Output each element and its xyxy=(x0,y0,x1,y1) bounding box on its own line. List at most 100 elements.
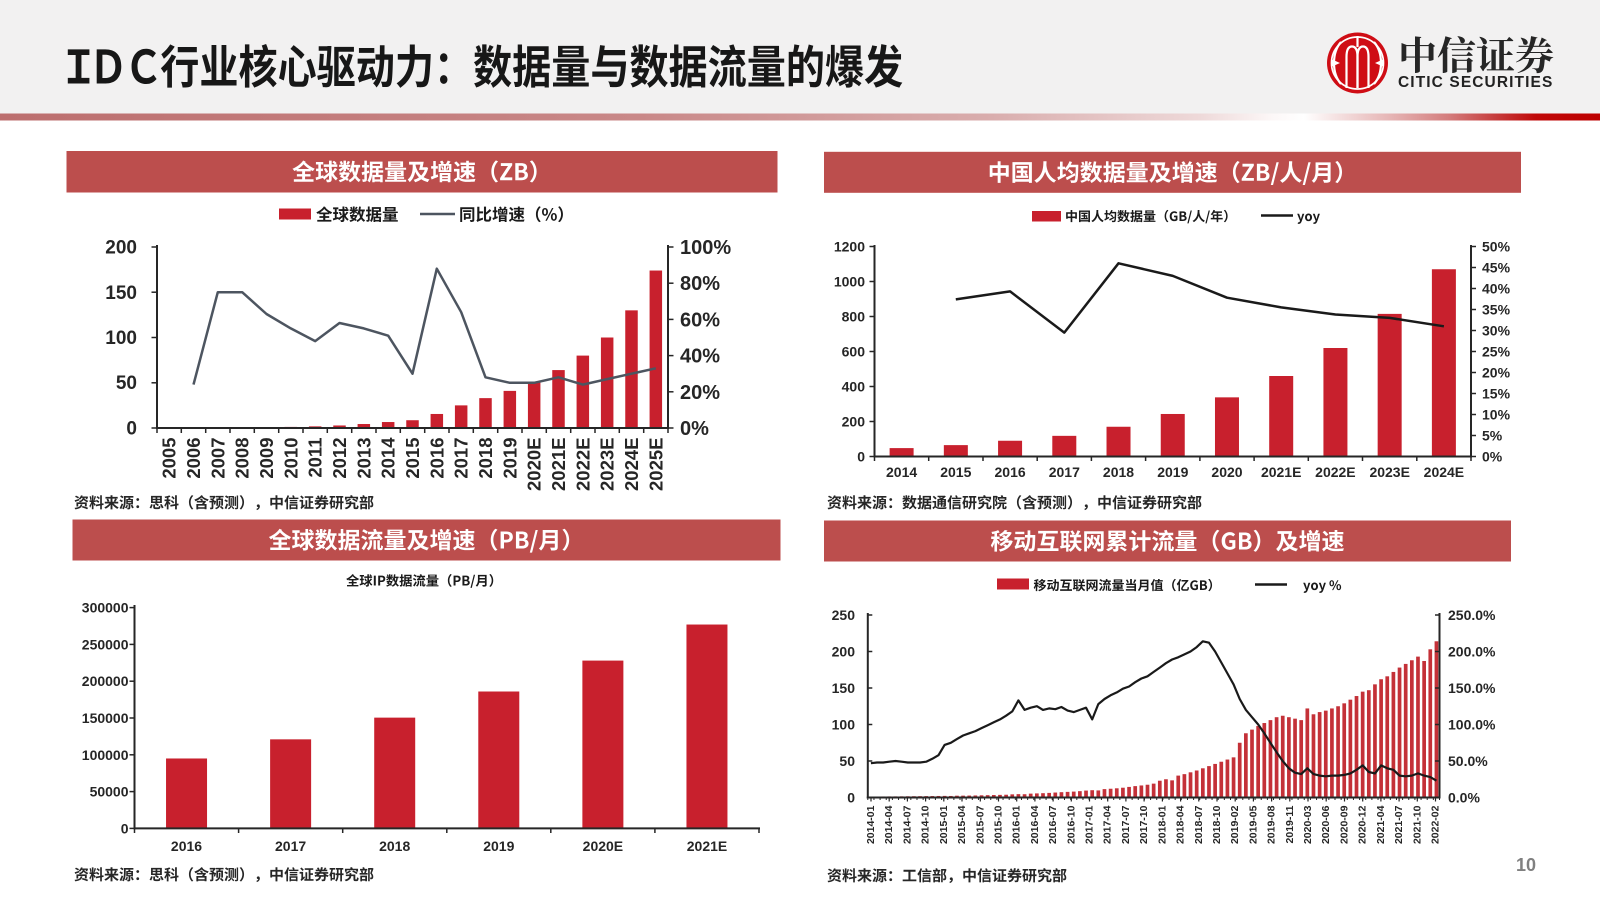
svg-text:2009: 2009 xyxy=(256,438,277,479)
svg-text:400: 400 xyxy=(842,379,866,395)
svg-text:2019: 2019 xyxy=(1157,464,1188,480)
svg-text:2019-05: 2019-05 xyxy=(1247,805,1259,844)
svg-text:2015: 2015 xyxy=(402,438,423,479)
svg-text:2020E: 2020E xyxy=(524,438,545,492)
svg-text:100000: 100000 xyxy=(82,747,129,763)
svg-text:30%: 30% xyxy=(1482,323,1511,339)
svg-text:2016-01: 2016-01 xyxy=(1011,805,1023,844)
svg-text:2022E: 2022E xyxy=(1315,464,1355,480)
svg-text:2016: 2016 xyxy=(171,838,202,854)
svg-text:2015: 2015 xyxy=(940,464,971,480)
svg-text:10%: 10% xyxy=(1482,407,1511,423)
svg-text:2018: 2018 xyxy=(475,438,496,479)
svg-text:2019-02: 2019-02 xyxy=(1229,805,1241,844)
svg-text:2019: 2019 xyxy=(499,438,520,479)
svg-text:2017-01: 2017-01 xyxy=(1084,805,1096,844)
svg-text:2016: 2016 xyxy=(995,464,1026,480)
svg-text:2020-12: 2020-12 xyxy=(1357,805,1369,844)
svg-text:2021E: 2021E xyxy=(1261,464,1301,480)
svg-text:250000: 250000 xyxy=(82,636,129,652)
svg-text:2008: 2008 xyxy=(232,438,253,479)
svg-text:0: 0 xyxy=(857,449,865,465)
svg-text:2022E: 2022E xyxy=(572,438,593,492)
svg-text:2024E: 2024E xyxy=(621,438,642,492)
svg-text:80%: 80% xyxy=(680,273,720,295)
svg-text:200000: 200000 xyxy=(82,673,129,689)
svg-text:0: 0 xyxy=(126,419,137,440)
svg-text:0.0%: 0.0% xyxy=(1448,790,1480,806)
svg-text:2016-10: 2016-10 xyxy=(1065,805,1077,844)
svg-text:100: 100 xyxy=(832,717,856,733)
svg-text:50: 50 xyxy=(839,753,855,769)
svg-text:45%: 45% xyxy=(1482,260,1511,276)
svg-text:2014-01: 2014-01 xyxy=(865,805,877,844)
svg-text:0: 0 xyxy=(121,820,129,836)
svg-text:2014: 2014 xyxy=(886,464,917,480)
svg-text:250.0%: 250.0% xyxy=(1448,607,1496,623)
svg-text:200: 200 xyxy=(105,238,137,259)
svg-text:2023E: 2023E xyxy=(597,438,618,492)
svg-text:2010: 2010 xyxy=(280,438,301,479)
svg-text:2019-11: 2019-11 xyxy=(1284,805,1296,843)
svg-text:800: 800 xyxy=(842,309,866,325)
svg-text:2018-10: 2018-10 xyxy=(1211,805,1223,844)
svg-text:2015-07: 2015-07 xyxy=(974,805,986,844)
svg-text:600: 600 xyxy=(842,344,866,360)
svg-text:2019-08: 2019-08 xyxy=(1266,805,1278,844)
svg-text:2020-06: 2020-06 xyxy=(1320,805,1332,844)
svg-text:250: 250 xyxy=(832,607,856,623)
svg-text:2005: 2005 xyxy=(159,438,180,479)
svg-text:15%: 15% xyxy=(1482,386,1511,402)
svg-text:2015-01: 2015-01 xyxy=(938,805,950,844)
svg-text:2021-04: 2021-04 xyxy=(1375,805,1387,844)
svg-text:2025E: 2025E xyxy=(645,438,666,492)
svg-text:2019: 2019 xyxy=(483,838,514,854)
svg-text:40%: 40% xyxy=(680,346,720,368)
svg-text:2017: 2017 xyxy=(275,838,306,854)
svg-text:2006: 2006 xyxy=(183,438,204,479)
svg-text:50%: 50% xyxy=(1482,239,1511,255)
svg-text:2011: 2011 xyxy=(305,438,326,478)
svg-text:2020: 2020 xyxy=(1211,464,1242,480)
svg-text:50000: 50000 xyxy=(90,784,129,800)
svg-text:200: 200 xyxy=(842,414,866,430)
svg-text:1000: 1000 xyxy=(834,274,865,290)
svg-text:50.0%: 50.0% xyxy=(1448,753,1488,769)
svg-text:200.0%: 200.0% xyxy=(1448,644,1496,660)
svg-text:100.0%: 100.0% xyxy=(1448,717,1496,733)
svg-text:2018: 2018 xyxy=(379,838,410,854)
svg-text:100: 100 xyxy=(105,328,137,349)
svg-text:2017-04: 2017-04 xyxy=(1102,805,1114,844)
svg-text:2021E: 2021E xyxy=(687,838,727,854)
svg-text:2017-10: 2017-10 xyxy=(1138,805,1150,844)
svg-text:2017: 2017 xyxy=(451,438,472,479)
svg-text:5%: 5% xyxy=(1482,428,1503,444)
svg-text:2021E: 2021E xyxy=(548,438,569,492)
svg-text:200: 200 xyxy=(832,644,856,660)
svg-text:2018-01: 2018-01 xyxy=(1156,805,1168,844)
svg-text:2017-07: 2017-07 xyxy=(1120,805,1132,844)
svg-text:2012: 2012 xyxy=(329,438,350,479)
svg-text:2015-10: 2015-10 xyxy=(993,805,1005,844)
svg-text:2014-04: 2014-04 xyxy=(883,805,895,844)
svg-text:50: 50 xyxy=(116,373,137,394)
svg-text:2020E: 2020E xyxy=(583,838,623,854)
svg-text:150.0%: 150.0% xyxy=(1448,680,1496,696)
svg-text:2018-04: 2018-04 xyxy=(1175,805,1187,844)
svg-text:10: 10 xyxy=(1516,855,1536,875)
svg-text:0: 0 xyxy=(847,790,855,806)
svg-text:2018: 2018 xyxy=(1103,464,1134,480)
svg-text:1200: 1200 xyxy=(834,239,865,255)
svg-text:25%: 25% xyxy=(1482,344,1511,360)
svg-text:2014: 2014 xyxy=(378,437,399,479)
svg-text:150000: 150000 xyxy=(82,710,129,726)
svg-text:CITIC SECURITIES: CITIC SECURITIES xyxy=(1398,74,1553,91)
svg-text:2021-10: 2021-10 xyxy=(1411,805,1423,844)
svg-text:150: 150 xyxy=(105,283,137,304)
svg-text:2021-07: 2021-07 xyxy=(1393,805,1405,844)
svg-text:2016-04: 2016-04 xyxy=(1029,805,1041,844)
svg-text:2018-07: 2018-07 xyxy=(1193,805,1205,844)
svg-text:40%: 40% xyxy=(1482,281,1511,297)
svg-text:20%: 20% xyxy=(680,382,720,404)
svg-text:60%: 60% xyxy=(680,309,720,331)
